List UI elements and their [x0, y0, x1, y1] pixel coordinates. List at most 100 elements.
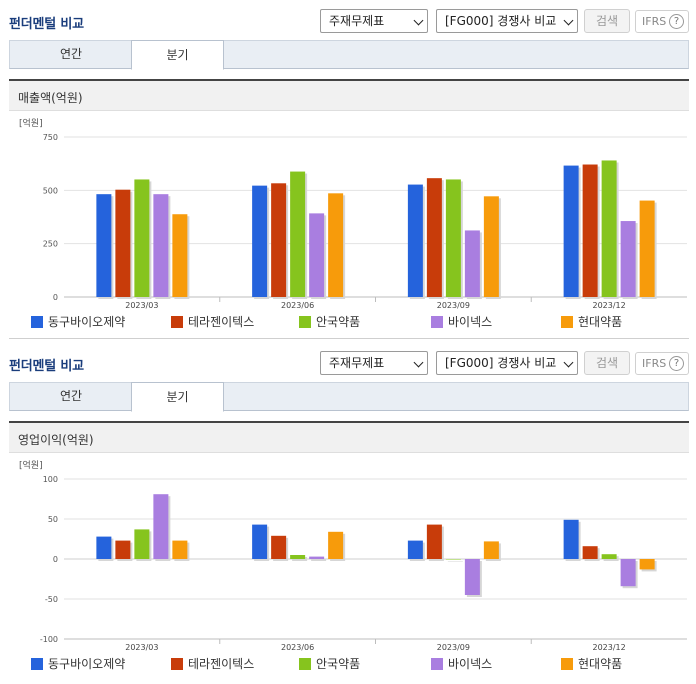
bar	[407, 540, 423, 559]
y-tick-label: 0	[53, 293, 58, 302]
legend-swatch	[299, 316, 311, 328]
legend-swatch	[171, 316, 183, 328]
section-title: 매출액(억원)	[18, 91, 83, 105]
section-title: 영업이익(억원)	[18, 433, 94, 447]
bar	[290, 555, 306, 559]
bar	[563, 519, 579, 559]
peer-group-select[interactable]: [FG000] 경쟁사 비교	[436, 9, 578, 33]
tab-annual[interactable]: 연간	[59, 47, 83, 61]
x-category-label: 2023/12	[593, 643, 626, 652]
bar	[563, 165, 579, 297]
statement-type-select[interactable]: 주재무제표	[320, 9, 428, 33]
legend-swatch	[431, 658, 443, 670]
bar	[620, 559, 636, 587]
bar	[601, 160, 617, 297]
x-category-label: 2023/06	[281, 643, 314, 652]
bar	[153, 194, 169, 297]
period-tabs: 연간 분기	[9, 382, 689, 412]
legend-label: 바이넥스	[448, 315, 493, 329]
y-tick-label: -100	[40, 635, 58, 644]
legend-label: 동구바이오제약	[48, 657, 126, 671]
x-category-label: 2023/09	[437, 301, 470, 310]
period-tabs: 연간 분기	[9, 40, 689, 70]
bar	[426, 178, 442, 297]
legend-swatch	[561, 658, 573, 670]
legend-item[interactable]: 안국약품	[299, 656, 360, 672]
peer-group-value: [FG000] 경쟁사 비교	[445, 356, 557, 370]
revenue-chart: [억원] 0 250 500 750 2023/03 2023/06 2023/09 2023/…	[9, 112, 689, 338]
legend-label: 테라젠이텍스	[188, 657, 255, 671]
ifrs-label: IFRS	[642, 15, 667, 28]
ifrs-help-button[interactable]: IFRS ?	[635, 10, 689, 33]
legend-item[interactable]: 바이넥스	[431, 314, 492, 330]
bar	[483, 196, 499, 297]
bar	[328, 193, 344, 297]
bar	[582, 164, 598, 297]
tab-quarterly[interactable]: 분기	[131, 40, 224, 70]
legend-label: 현대약품	[578, 315, 623, 329]
bar	[639, 200, 655, 297]
legend-item[interactable]: 동구바이오제약	[31, 656, 125, 672]
bar	[620, 221, 636, 297]
y-tick-label: 50	[48, 515, 58, 524]
bar	[115, 540, 131, 559]
legend-item[interactable]: 안국약품	[299, 314, 360, 330]
chart-legend: 동구바이오제약 테라젠이텍스 안국약품 바이넥스 현대약품	[31, 314, 681, 330]
peer-group-select[interactable]: [FG000] 경쟁사 비교	[436, 351, 578, 375]
legend-item[interactable]: 현대약품	[561, 314, 622, 330]
legend-item[interactable]: 테라젠이텍스	[171, 314, 254, 330]
legend-swatch	[31, 316, 43, 328]
bar	[134, 529, 150, 559]
tab-quarterly[interactable]: 분기	[131, 382, 224, 412]
legend-item[interactable]: 테라젠이텍스	[171, 656, 254, 672]
panel-header: 펀더멘털 비교 주재무제표 [FG000] 경쟁사 비교 검색 IFRS ?	[0, 0, 696, 40]
bar	[96, 536, 112, 559]
ifrs-label: IFRS	[642, 357, 667, 370]
legend-swatch	[171, 658, 183, 670]
chevron-down-icon	[563, 15, 574, 26]
y-tick-label: 0	[53, 555, 58, 564]
x-category-label: 2023/12	[593, 301, 626, 310]
legend-item[interactable]: 동구바이오제약	[31, 314, 125, 330]
bar-shadow	[311, 558, 327, 561]
section-header: 영업이익(억원)	[9, 421, 689, 453]
bar	[172, 214, 188, 297]
legend-swatch	[299, 658, 311, 670]
search-button[interactable]: 검색	[584, 9, 630, 33]
bar	[464, 559, 480, 595]
legend-label: 테라젠이텍스	[188, 315, 255, 329]
bar	[407, 184, 423, 297]
y-tick-label: 100	[43, 475, 58, 484]
fundamental-panel-operating-income: 펀더멘털 비교 주재무제표 [FG000] 경쟁사 비교 검색 IFRS ? 연…	[0, 342, 696, 684]
legend-label: 동구바이오제약	[48, 315, 126, 329]
bar	[172, 540, 188, 559]
operating-income-chart: [억원] -100 -50 0 50 100 2023/03 2023/06 2023/09 20…	[9, 454, 689, 680]
statement-type-value: 주재무제표	[329, 14, 385, 28]
y-tick-label: 750	[43, 133, 58, 142]
bar	[134, 179, 150, 297]
x-category-label: 2023/06	[281, 301, 314, 310]
tab-annual[interactable]: 연간	[59, 389, 83, 403]
bar	[271, 535, 287, 559]
bar	[96, 194, 112, 297]
fundamental-panel-revenue: 펀더멘털 비교 주재무제표 [FG000] 경쟁사 비교 검색 IFRS ? 연…	[0, 0, 696, 339]
bar-shadow	[447, 561, 463, 562]
bar	[252, 524, 268, 559]
ifrs-help-button[interactable]: IFRS ?	[635, 352, 689, 375]
bar	[426, 524, 442, 559]
bar	[309, 556, 325, 559]
bar	[483, 541, 499, 559]
bar	[464, 230, 480, 297]
legend-swatch	[561, 316, 573, 328]
question-icon: ?	[669, 356, 684, 371]
statement-type-select[interactable]: 주재무제표	[320, 351, 428, 375]
search-button[interactable]: 검색	[584, 351, 630, 375]
legend-swatch	[31, 658, 43, 670]
panel-header: 펀더멘털 비교 주재무제표 [FG000] 경쟁사 비교 검색 IFRS ?	[0, 342, 696, 382]
legend-swatch	[431, 316, 443, 328]
bar	[252, 185, 268, 297]
legend-item[interactable]: 바이넥스	[431, 656, 492, 672]
revenue-chart-svg: [억원] 0 250 500 750 2023/03 2023/06 2023/09 2023/…	[19, 117, 687, 310]
legend-label: 현대약품	[578, 657, 623, 671]
legend-item[interactable]: 현대약품	[561, 656, 622, 672]
